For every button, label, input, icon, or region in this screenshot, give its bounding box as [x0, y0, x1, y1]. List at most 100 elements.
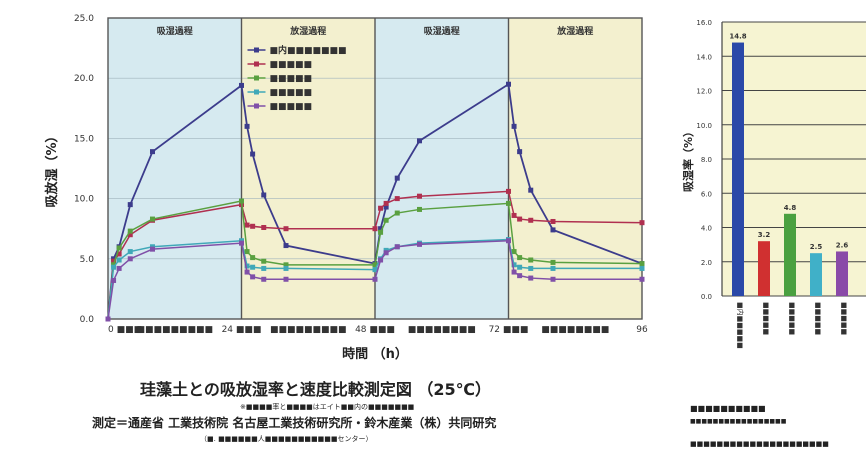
bar-category-label-3: ■■■■■ — [814, 302, 822, 335]
series-2-point-18 — [528, 257, 534, 263]
phase-band-0 — [108, 18, 242, 319]
x-tick-label-1: ■■■■■■■■■ — [136, 325, 213, 335]
series-1-point-18 — [528, 217, 534, 223]
series-1-point-20 — [639, 220, 645, 226]
series-4-point-14 — [417, 241, 422, 247]
figure-sub-credit: （■. ■■■■■■人■■■■■■■■■■■センター） — [200, 435, 373, 443]
bar-value-label-3: 2.5 — [810, 243, 823, 251]
series-0-point-8 — [261, 192, 267, 198]
series-4-point-8 — [261, 276, 267, 282]
bar-1 — [758, 241, 770, 296]
series-4-point-3 — [127, 256, 133, 262]
series-1-point-19 — [550, 218, 556, 224]
figure-measurement-credit: 測定＝通産省 工業技術院 名古屋工業技術研究所・鈴木産業（株）共同研究 — [92, 416, 497, 430]
series-2-point-7 — [250, 255, 256, 261]
series-3-point-17 — [517, 264, 523, 270]
legend-entry-1: ■■■■■ — [270, 60, 313, 70]
series-0-point-17 — [517, 149, 523, 155]
x-axis-label: 時間 （h） — [342, 346, 408, 362]
series-4-point-20 — [639, 276, 645, 282]
bar-chart-credit: ■■■■■■■■■■■■■■■■■■■■■ — [690, 440, 829, 448]
series-4-point-6 — [244, 269, 250, 275]
series-1-point-6 — [244, 222, 250, 228]
line-chart: 吸湿過程 放湿過程 吸湿過程 放湿過程 0.0 5.0 10.0 15.0 20.0 25.0 0 … — [44, 14, 648, 362]
x-tick-label-5: ■■■■■■■■ — [408, 325, 476, 335]
series-0-point-15 — [506, 81, 511, 87]
series-0-point-4 — [150, 149, 155, 155]
series-3-point-2 — [116, 257, 122, 263]
series-1-point-8 — [261, 224, 267, 230]
series-3-point-20 — [639, 265, 645, 271]
bar-0 — [732, 42, 744, 296]
series-4-point-1 — [111, 277, 117, 283]
series-1-point-16 — [511, 212, 517, 218]
bar-chart-caption: ■■■■■■■■■■ — [690, 404, 766, 413]
series-4-point-19 — [550, 276, 556, 282]
series-2-point-6 — [244, 249, 250, 255]
bar-category-label-4: ■■■■■ — [840, 302, 848, 335]
series-0-point-14 — [417, 138, 422, 144]
series-3-point-6 — [244, 263, 250, 269]
series-2-point-11 — [378, 229, 384, 235]
series-4-point-12 — [383, 250, 389, 256]
series-1-point-13 — [394, 196, 400, 202]
series-4-point-5 — [239, 240, 244, 246]
bar-value-label-1: 3.2 — [758, 231, 771, 239]
series-4-point-10 — [372, 276, 378, 282]
series-2-point-5 — [239, 198, 244, 204]
legend-entry-4: ■■■■■ — [270, 102, 313, 112]
series-1-point-7 — [250, 223, 256, 229]
phase-label-1: 放湿過程 — [289, 25, 326, 37]
x-tick-label-7: ■■■■■■■■ — [541, 325, 609, 335]
series-0-point-5 — [239, 82, 244, 88]
bar-y-tick-label-6: 12.0 — [696, 88, 712, 96]
bar-y-tick-label-0: 0.0 — [701, 293, 712, 301]
series-4-point-7 — [250, 274, 256, 280]
series-2-point-16 — [511, 249, 517, 255]
x-tick-label-0: 0 ■■■ — [108, 325, 142, 335]
bar-chart: 0.0 2.0 4.0 6.0 8.0 10.0 12.0 14.0 16.0 吸湿率（%） 14.… — [681, 19, 866, 349]
series-2-point-13 — [394, 210, 400, 216]
series-2-point-2 — [116, 245, 122, 251]
series-4-point-15 — [506, 238, 511, 244]
bar-y-tick-label-2: 4.0 — [701, 225, 712, 233]
series-0-point-13 — [394, 175, 400, 181]
series-3-point-7 — [250, 264, 256, 270]
series-1-point-12 — [383, 200, 389, 206]
series-1-point-15 — [506, 188, 511, 194]
y-tick-label-1: 5.0 — [80, 255, 95, 265]
phase-label-0: 吸湿過程 — [157, 25, 193, 37]
series-2-point-9 — [283, 262, 289, 268]
legend-marker-0 — [254, 47, 259, 53]
legend-marker-4 — [254, 103, 259, 109]
legend-entry-2: ■■■■■ — [270, 74, 313, 84]
series-4-point-18 — [528, 275, 534, 281]
series-1-point-11 — [378, 205, 384, 211]
bar-value-label-4: 2.6 — [836, 241, 849, 249]
series-3-point-16 — [511, 262, 517, 268]
phase-label-2: 吸湿過程 — [424, 25, 460, 37]
series-2-point-14 — [417, 206, 422, 212]
series-1-point-17 — [517, 216, 523, 222]
y-tick-label-2: 10.0 — [74, 195, 94, 205]
series-4-point-4 — [150, 246, 155, 252]
y-tick-label-3: 15.0 — [74, 134, 94, 144]
series-0-point-19 — [550, 227, 556, 233]
series-2-point-20 — [639, 261, 645, 267]
bar-y-axis-label: 吸湿率（%） — [681, 126, 695, 192]
bar-y-tick-label-5: 10.0 — [696, 122, 712, 130]
bar-category-label-2: ■■■■■ — [788, 302, 796, 335]
series-1-point-14 — [417, 193, 422, 199]
x-tick-label-8: 96 — [636, 325, 648, 335]
series-3-point-9 — [283, 265, 289, 271]
series-4-point-11 — [378, 257, 384, 263]
series-4-point-17 — [517, 273, 523, 279]
y-axis-label: 吸放湿（%） — [44, 129, 60, 207]
x-tick-label-4: 48 ■■■ — [355, 325, 395, 335]
series-0-point-7 — [250, 151, 256, 157]
series-4-point-0 — [105, 316, 111, 322]
legend-marker-2 — [254, 75, 259, 81]
phase-band-3 — [508, 18, 642, 319]
